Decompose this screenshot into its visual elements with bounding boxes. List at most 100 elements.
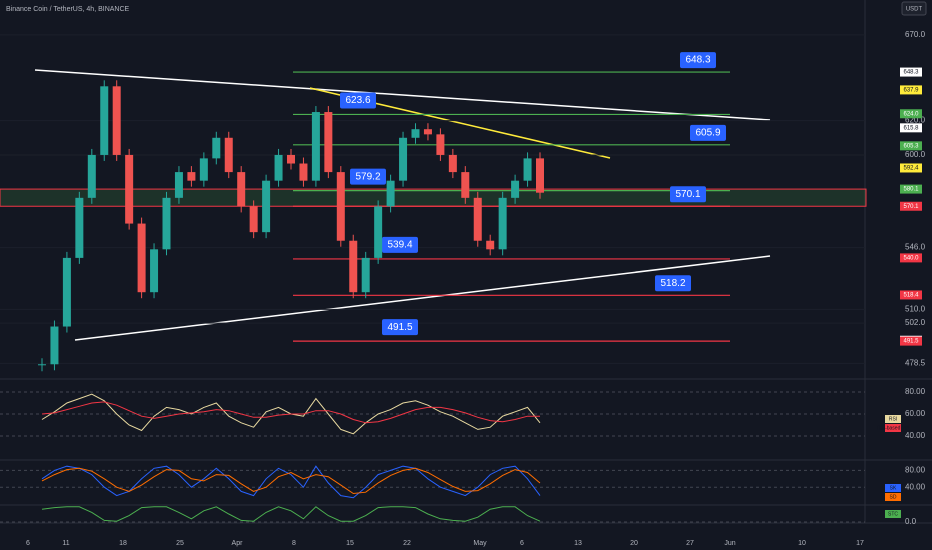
y-tick-label: 502.0 <box>905 318 926 327</box>
y-tick-label: 546.0 <box>905 243 926 252</box>
candle <box>299 163 308 181</box>
candle <box>174 172 183 198</box>
level-label-box <box>382 319 418 336</box>
price-tag <box>900 201 922 211</box>
candle <box>38 364 46 366</box>
price-tag <box>900 184 922 194</box>
level-label-box <box>382 236 418 253</box>
candle <box>224 137 233 173</box>
x-tick-label: 25 <box>176 540 184 547</box>
candle <box>150 249 159 293</box>
price-tag-label: 592.4 <box>903 166 919 172</box>
currency[interactable]: USDT <box>906 7 923 13</box>
candle <box>374 206 383 258</box>
x-tick-label: 8 <box>292 540 296 547</box>
x-tick-label: 11 <box>62 540 69 547</box>
price-tag <box>900 336 922 346</box>
indicator-line <box>41 467 541 495</box>
candle <box>336 172 345 241</box>
currency-button[interactable] <box>901 1 927 16</box>
candle <box>486 240 495 250</box>
candle <box>112 86 121 155</box>
candle <box>125 154 134 224</box>
level-label: 539.4 <box>387 240 412 251</box>
y-tick-label: 478.5 <box>905 359 926 368</box>
price-tag <box>900 253 922 263</box>
candle <box>62 257 71 327</box>
indicator-line <box>41 465 541 499</box>
candle <box>448 154 457 173</box>
level-label: 623.6 <box>345 95 370 106</box>
x-tick-label: 6 <box>520 540 524 547</box>
y-tick-label: 620.0 <box>905 116 926 125</box>
level-label-box <box>350 168 386 185</box>
candle <box>100 86 109 155</box>
price-tag <box>900 85 922 95</box>
level-label: 518.2 <box>660 278 685 289</box>
legend-tag <box>885 484 901 492</box>
level-label-box <box>690 124 726 141</box>
candle <box>349 240 358 293</box>
candle <box>75 197 84 258</box>
level-label: 570.1 <box>675 189 700 200</box>
candle <box>50 326 59 365</box>
price-tag <box>900 141 922 151</box>
candle <box>262 180 271 233</box>
y-tick-label: 60.00 <box>905 409 926 418</box>
candle <box>436 134 445 155</box>
x-tick-label: 20 <box>630 540 638 547</box>
price-tag-label: 615.8 <box>903 125 919 131</box>
level-label-box <box>655 275 691 292</box>
level-label: 491.5 <box>387 322 412 333</box>
y-tick-label: 670.0 <box>905 30 926 39</box>
price-tag-label: 570.1 <box>903 204 919 210</box>
y-tick-label: 40.00 <box>905 482 926 491</box>
candle <box>523 158 532 181</box>
price-tag <box>900 109 922 119</box>
y-tick-label: 0.0 <box>905 517 917 526</box>
price-tag <box>900 290 922 300</box>
candle <box>399 137 408 181</box>
legend-tag <box>885 493 901 501</box>
level-label: 648.3 <box>685 55 710 66</box>
trendline <box>74 255 771 341</box>
candle <box>87 154 96 198</box>
candle <box>498 197 507 250</box>
x-tick-label: 13 <box>574 540 582 547</box>
level-label: 605.9 <box>695 127 720 138</box>
candle <box>461 172 470 198</box>
x-tick-label: May <box>473 540 487 547</box>
candle <box>199 158 208 181</box>
candle <box>162 197 171 250</box>
x-tick-label: 18 <box>119 540 127 547</box>
y-tick-label: 80.00 <box>905 466 926 475</box>
candle <box>287 154 295 164</box>
y-tick-label: 80.00 <box>905 387 926 396</box>
price-tag-label: 580.1 <box>903 187 919 193</box>
candle <box>324 112 333 173</box>
level-label-box <box>340 92 376 109</box>
y-tick-label: 40.00 <box>905 431 926 440</box>
candle <box>187 172 196 181</box>
x-tick-label: 27 <box>686 540 694 547</box>
legend-label: STC <box>888 511 898 517</box>
legend-label: SD <box>890 494 897 500</box>
price-tag-label: 518.4 <box>903 293 919 299</box>
chart-title: Binance Coin / TetherUS, 4h, BINANCE <box>6 6 130 13</box>
candle <box>536 158 544 193</box>
candle <box>511 180 520 198</box>
price-tag-label: 605.3 <box>903 143 919 149</box>
candle <box>473 197 482 241</box>
price-tag <box>900 123 922 133</box>
candle <box>137 223 146 293</box>
legend-tag <box>885 510 901 518</box>
candle <box>411 129 420 138</box>
candle <box>386 180 395 207</box>
x-tick-label: Jun <box>724 540 735 547</box>
indicator-line <box>41 401 540 424</box>
candle <box>274 154 283 181</box>
x-tick-label: 10 <box>798 540 806 547</box>
price-tag-label: 624.0 <box>903 111 919 117</box>
legend-label: RSI <box>889 416 897 422</box>
